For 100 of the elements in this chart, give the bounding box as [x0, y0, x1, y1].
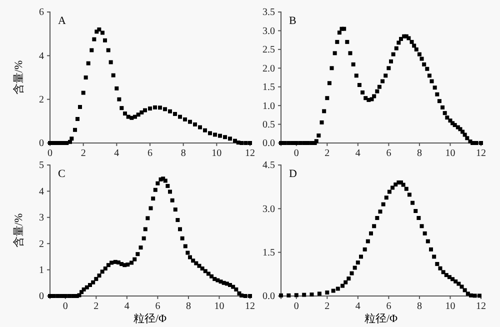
point: [340, 284, 345, 288]
y-tick-label: 2: [39, 238, 44, 250]
x-tick-label: 6: [386, 301, 392, 312]
point: [359, 254, 363, 259]
x-tick-label: 4: [355, 301, 360, 312]
point: [294, 293, 298, 298]
point: [310, 292, 314, 297]
point: [356, 260, 360, 265]
point: [130, 116, 134, 120]
point: [183, 117, 187, 122]
point: [203, 128, 207, 132]
point: [123, 112, 127, 116]
point: [369, 231, 373, 236]
y-tick-label: 3: [39, 212, 44, 224]
point: [375, 216, 380, 220]
y-tick-label: 1.5: [262, 82, 275, 94]
x-tick-label: 2: [80, 148, 86, 160]
x-tick-label: 4: [355, 148, 360, 160]
point: [218, 134, 222, 138]
point: [438, 266, 442, 270]
x-tick-label: 12: [245, 148, 255, 160]
point: [429, 247, 433, 252]
point: [208, 131, 212, 136]
point: [435, 262, 440, 266]
point: [198, 125, 202, 130]
point: [372, 224, 376, 228]
x-tick-label: 8: [416, 148, 422, 160]
y-tick-label: 0.5: [262, 119, 275, 130]
point: [111, 73, 116, 78]
y-tick-label: 0: [39, 138, 44, 150]
x-tick-label: 0: [62, 301, 68, 312]
point: [387, 190, 392, 194]
point: [381, 202, 386, 206]
point: [462, 288, 467, 292]
point: [86, 61, 90, 66]
y-tick-label: 0.0: [262, 138, 275, 150]
point: [90, 48, 94, 52]
point: [362, 247, 367, 252]
point: [469, 293, 473, 298]
point: [163, 107, 167, 112]
point: [426, 239, 430, 244]
point: [68, 140, 72, 144]
y-tick-label: 4: [39, 186, 44, 198]
point: [117, 97, 122, 102]
y-tick-label: 2: [39, 94, 44, 106]
point: [78, 104, 82, 109]
y-tick-label: 0: [39, 291, 44, 302]
x-tick-label: 2: [324, 148, 330, 160]
point: [168, 109, 172, 114]
point: [366, 239, 370, 244]
point: [64, 141, 69, 145]
x-tick-label: 2: [324, 301, 330, 312]
point: [228, 136, 232, 141]
point: [103, 38, 107, 42]
point: [414, 208, 418, 213]
point: [244, 141, 248, 145]
point: [213, 132, 217, 137]
point: [350, 271, 354, 276]
point: [450, 277, 455, 282]
point: [143, 108, 147, 112]
point: [441, 270, 446, 274]
point: [140, 110, 144, 114]
point: [390, 186, 395, 190]
y-tick-label: 0.0: [262, 291, 275, 302]
point: [460, 284, 464, 289]
x-tick-label: 12: [476, 301, 486, 312]
point: [331, 288, 336, 293]
point: [97, 27, 102, 32]
y-tick-label: 1.0: [262, 100, 275, 112]
point: [422, 231, 427, 236]
x-tick-label: 0: [48, 148, 52, 160]
x-tick-label: 12: [476, 148, 486, 160]
point: [120, 106, 124, 110]
x-tick-label: 8: [180, 148, 186, 160]
chart-title: A: [58, 15, 66, 27]
point: [416, 216, 421, 220]
point: [92, 37, 96, 42]
point: [223, 135, 227, 140]
chart-title: C: [58, 168, 66, 180]
x-tick-label: 6: [155, 301, 160, 312]
x-tick-label: 0: [294, 301, 299, 312]
point: [432, 254, 436, 259]
y-axis-title: 含量/%: [12, 60, 25, 95]
x-tick-label: 12: [245, 301, 255, 312]
y-tick-label: 6: [39, 7, 44, 18]
point: [336, 286, 340, 291]
point: [108, 60, 113, 64]
x-tick-label: 8: [186, 301, 191, 312]
point: [407, 192, 412, 197]
y-tick-label: 4: [39, 50, 44, 62]
point: [114, 86, 119, 90]
x-tick-label: 4: [124, 301, 130, 312]
chart-title: D: [289, 168, 297, 180]
y-tick-label: 5: [39, 160, 44, 172]
y-tick-label: 3.0: [262, 204, 275, 215]
point: [420, 224, 424, 228]
point: [76, 116, 80, 121]
point: [378, 210, 382, 214]
x-tick-label: 10: [212, 148, 222, 160]
point: [456, 282, 461, 286]
